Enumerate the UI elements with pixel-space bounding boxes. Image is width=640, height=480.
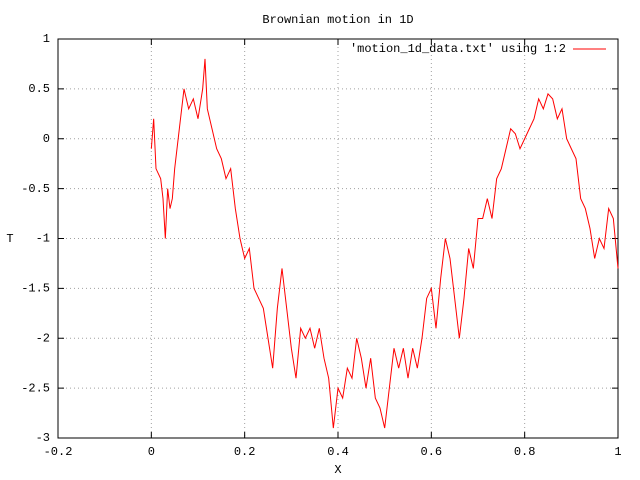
y-tick-label: -3 bbox=[36, 431, 50, 445]
chart-title: Brownian motion in 1D bbox=[262, 13, 413, 27]
legend-label: 'motion_1d_data.txt' using 1:2 bbox=[350, 42, 566, 56]
x-tick-label: 0.4 bbox=[327, 445, 349, 459]
x-axis-label: X bbox=[334, 463, 341, 477]
x-tick-label: 0.8 bbox=[514, 445, 536, 459]
y-tick-label: 0 bbox=[43, 132, 50, 146]
y-tick-label: 0.5 bbox=[28, 82, 50, 96]
y-tick-label: 1 bbox=[43, 32, 50, 46]
y-tick-label: -2 bbox=[36, 331, 50, 345]
y-tick-label: -2.5 bbox=[21, 381, 50, 395]
y-tick-label: -0.5 bbox=[21, 182, 50, 196]
x-tick-label: -0.2 bbox=[44, 445, 73, 459]
y-tick-label: -1 bbox=[36, 232, 50, 246]
x-tick-label: 0.6 bbox=[421, 445, 443, 459]
plot-border bbox=[57, 38, 619, 439]
x-tick-label: 0 bbox=[148, 445, 155, 459]
data-line bbox=[150, 58, 619, 429]
y-tick-label: -1.5 bbox=[21, 282, 50, 296]
x-tick-label: 1 bbox=[614, 445, 621, 459]
x-tick-label: 0.2 bbox=[234, 445, 256, 459]
y-axis-label: T bbox=[6, 232, 13, 246]
